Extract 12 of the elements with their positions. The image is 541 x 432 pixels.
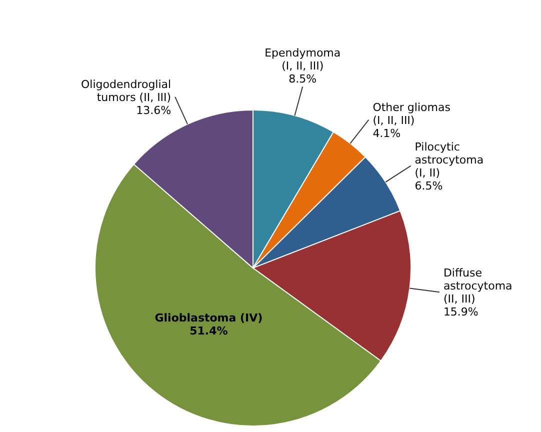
- slice-label: Oligodendroglial tumors (II, III): [81, 78, 172, 104]
- data-label: 4.1%: [372, 126, 401, 140]
- slice-label: Other gliomas (I, II, III): [372, 100, 451, 127]
- data-label: 8.5%: [288, 72, 317, 86]
- slice-label: Pilocytic astrocytoma (I, II): [414, 140, 484, 180]
- data-label: 51.4%: [190, 324, 228, 338]
- data-label: 13.6%: [136, 104, 172, 117]
- data-label: 15.9%: [443, 306, 478, 319]
- data-label: 6.5%: [414, 179, 443, 192]
- slice-label: Diffuse astrocytoma (II, III): [443, 266, 512, 306]
- slice-label: Ependymoma (I, II, III): [264, 46, 341, 73]
- slice-label: Glioblastoma (IV): [154, 312, 263, 325]
